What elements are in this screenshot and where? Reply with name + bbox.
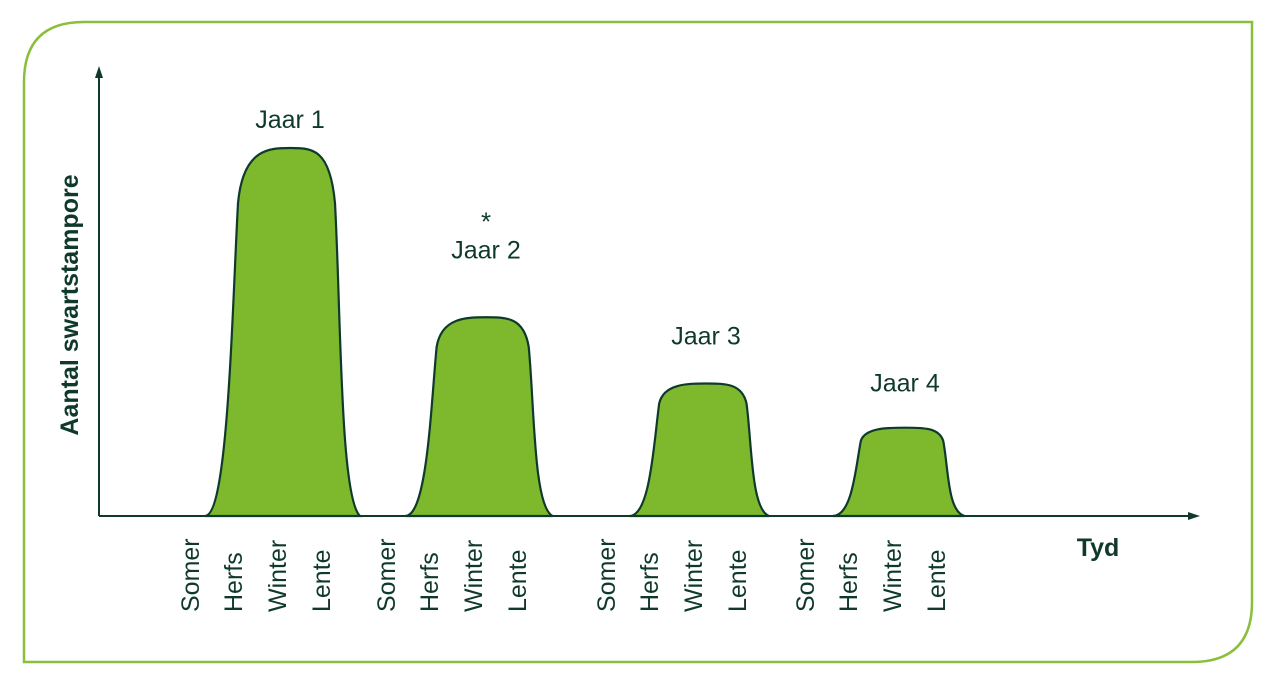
season-tick-label: Lente bbox=[724, 549, 752, 612]
season-tick-label: Herfs bbox=[220, 552, 248, 612]
season-tick-label: Lente bbox=[923, 549, 951, 612]
peak-jaar-2 bbox=[404, 316, 554, 518]
season-tick-label: Lente bbox=[504, 549, 532, 612]
asterisk-annotation: * bbox=[481, 206, 491, 236]
peak-label: Jaar 3 bbox=[671, 323, 740, 351]
season-tick-label: Somer bbox=[373, 538, 401, 612]
peak-jaar-1 bbox=[204, 146, 363, 518]
season-tick-label: Herfs bbox=[636, 552, 664, 612]
season-tick-label: Winter bbox=[264, 540, 292, 612]
peak-label: Jaar 1 bbox=[255, 106, 324, 134]
peak-label: Jaar 2 bbox=[451, 236, 520, 264]
season-tick-label: Somer bbox=[593, 538, 621, 612]
y-axis-label: Aantal swartstampore bbox=[56, 174, 84, 435]
season-tick-label: Herfs bbox=[416, 552, 444, 612]
peak-jaar-3 bbox=[629, 382, 770, 518]
season-tick-label: Lente bbox=[308, 549, 336, 612]
season-tick-label: Winter bbox=[460, 540, 488, 612]
x-axis-label: Tyd bbox=[1077, 534, 1120, 562]
x-axis-arrow-icon bbox=[1188, 512, 1200, 520]
peak-jaar-4 bbox=[832, 426, 965, 518]
season-tick-label: Herfs bbox=[835, 552, 863, 612]
season-tick-label: Somer bbox=[792, 538, 820, 612]
y-axis-arrow-icon bbox=[95, 66, 103, 78]
peak-label: Jaar 4 bbox=[870, 370, 940, 398]
frame-border bbox=[22, 20, 1254, 664]
season-tick-label: Winter bbox=[879, 540, 907, 612]
season-tick-label: Somer bbox=[177, 538, 205, 612]
season-tick-label: Winter bbox=[680, 540, 708, 612]
